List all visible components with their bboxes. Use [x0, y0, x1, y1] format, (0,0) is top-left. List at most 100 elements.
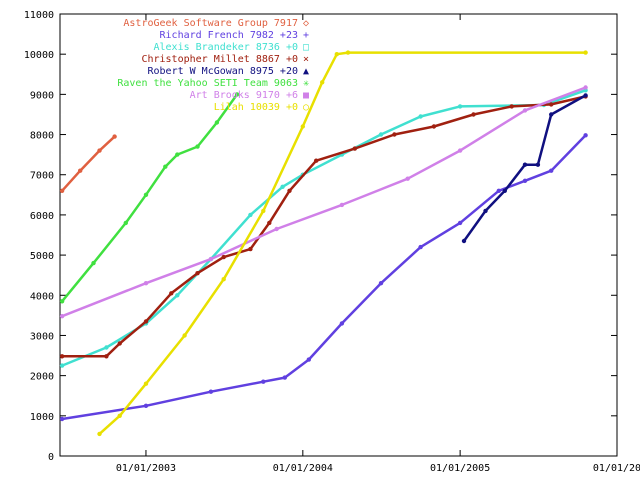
data-point	[143, 281, 149, 286]
legend-label: Robert W McGowan 8975 +20	[147, 66, 298, 77]
series-6	[59, 85, 588, 319]
data-point	[169, 291, 174, 296]
data-point	[418, 114, 423, 119]
data-point	[457, 148, 463, 153]
data-point	[583, 133, 588, 138]
data-point	[345, 50, 351, 55]
data-point	[234, 92, 240, 97]
y-tick-label: 1000	[30, 412, 54, 423]
legend-label: Lilah 10039 +0	[214, 102, 298, 113]
data-point	[163, 164, 168, 169]
data-point	[274, 226, 279, 232]
data-point	[483, 208, 488, 214]
legend-marker: +	[303, 30, 309, 41]
data-point	[104, 345, 109, 350]
data-point	[549, 112, 554, 117]
y-tick-label: 4000	[30, 291, 54, 302]
data-point	[261, 379, 266, 384]
data-point	[175, 293, 180, 298]
data-point	[59, 416, 65, 422]
data-point	[117, 341, 122, 346]
data-point	[59, 314, 65, 319]
data-point	[300, 124, 305, 129]
data-point	[248, 212, 253, 218]
x-axis: 01/01/2003 01/01/2004 01/01/2005 01/01/20	[116, 14, 640, 474]
data-point	[182, 333, 187, 338]
legend-marker: ■	[303, 90, 309, 101]
y-axis: 0 1000 2000 3000 4000 5000 6000 7000 8000 9000 100…	[24, 10, 617, 463]
data-point	[535, 162, 541, 167]
data-point	[522, 162, 528, 167]
data-point	[320, 80, 325, 85]
data-point	[509, 104, 514, 109]
data-point	[214, 120, 220, 125]
data-point	[457, 220, 463, 226]
y-tick-label: 7000	[30, 171, 54, 182]
data-point	[112, 134, 117, 139]
data-point	[583, 93, 588, 98]
data-point	[549, 168, 554, 173]
data-point	[195, 144, 200, 149]
series-line	[62, 95, 586, 358]
legend-label: Raven the Yahoo SETI Team 9063	[117, 78, 298, 89]
y-tick-label: 11000	[24, 10, 54, 21]
y-tick-label: 0	[48, 452, 54, 463]
y-tick-label: 6000	[30, 211, 54, 222]
data-point	[59, 354, 65, 359]
data-point	[522, 178, 528, 183]
data-point	[208, 256, 214, 262]
data-point	[123, 220, 128, 226]
data-point	[418, 244, 423, 250]
legend-marker: ×	[303, 54, 309, 65]
data-point	[143, 192, 149, 197]
data-point	[583, 50, 588, 55]
data-point	[282, 375, 287, 380]
data-point	[461, 238, 467, 244]
data-point	[339, 202, 345, 208]
y-tick-label: 2000	[30, 372, 54, 383]
data-point	[502, 188, 507, 193]
x-tick-label: 01/01/2004	[273, 463, 333, 474]
data-point	[117, 413, 122, 418]
data-point	[280, 184, 285, 189]
series-line	[61, 134, 587, 421]
data-point	[143, 403, 149, 408]
series-line	[61, 89, 587, 367]
data-point	[59, 299, 65, 304]
data-point	[352, 146, 357, 151]
data-point	[97, 431, 102, 437]
legend-label: Alexis Brandeker 8736 +0	[154, 42, 299, 53]
y-tick-label: 9000	[30, 90, 54, 101]
data-point	[522, 108, 528, 113]
legend-marker: ○	[303, 102, 309, 113]
data-point	[339, 321, 345, 326]
data-point	[143, 381, 149, 386]
legend-label: Christopher Millet 8867 +0	[141, 54, 298, 65]
data-point	[261, 208, 266, 214]
data-point	[549, 102, 554, 107]
series-layer	[59, 50, 588, 437]
data-point	[496, 188, 501, 193]
data-point	[91, 260, 96, 266]
data-point	[59, 188, 65, 193]
x-tick-label: 01/01/2003	[116, 463, 176, 474]
data-point	[378, 281, 384, 286]
series-line	[61, 135, 116, 192]
legend-marker: ◇	[303, 18, 309, 29]
x-tick-label: 01/01/20	[593, 463, 640, 474]
data-point	[208, 389, 214, 394]
data-point	[392, 132, 397, 137]
series-4	[461, 93, 588, 244]
legend-label: Richard French 7982 +23	[160, 30, 298, 41]
series-7	[97, 50, 588, 437]
legend-label: AstroGeek Software Group 7917	[123, 18, 298, 29]
series-5	[59, 92, 240, 304]
data-point	[97, 148, 102, 153]
data-point	[248, 246, 253, 252]
series-1	[59, 133, 588, 422]
y-tick-label: 10000	[24, 50, 54, 61]
y-tick-label: 5000	[30, 251, 54, 262]
legend-label: Art Brooks 9170 +6	[190, 90, 298, 101]
data-point	[267, 220, 272, 226]
